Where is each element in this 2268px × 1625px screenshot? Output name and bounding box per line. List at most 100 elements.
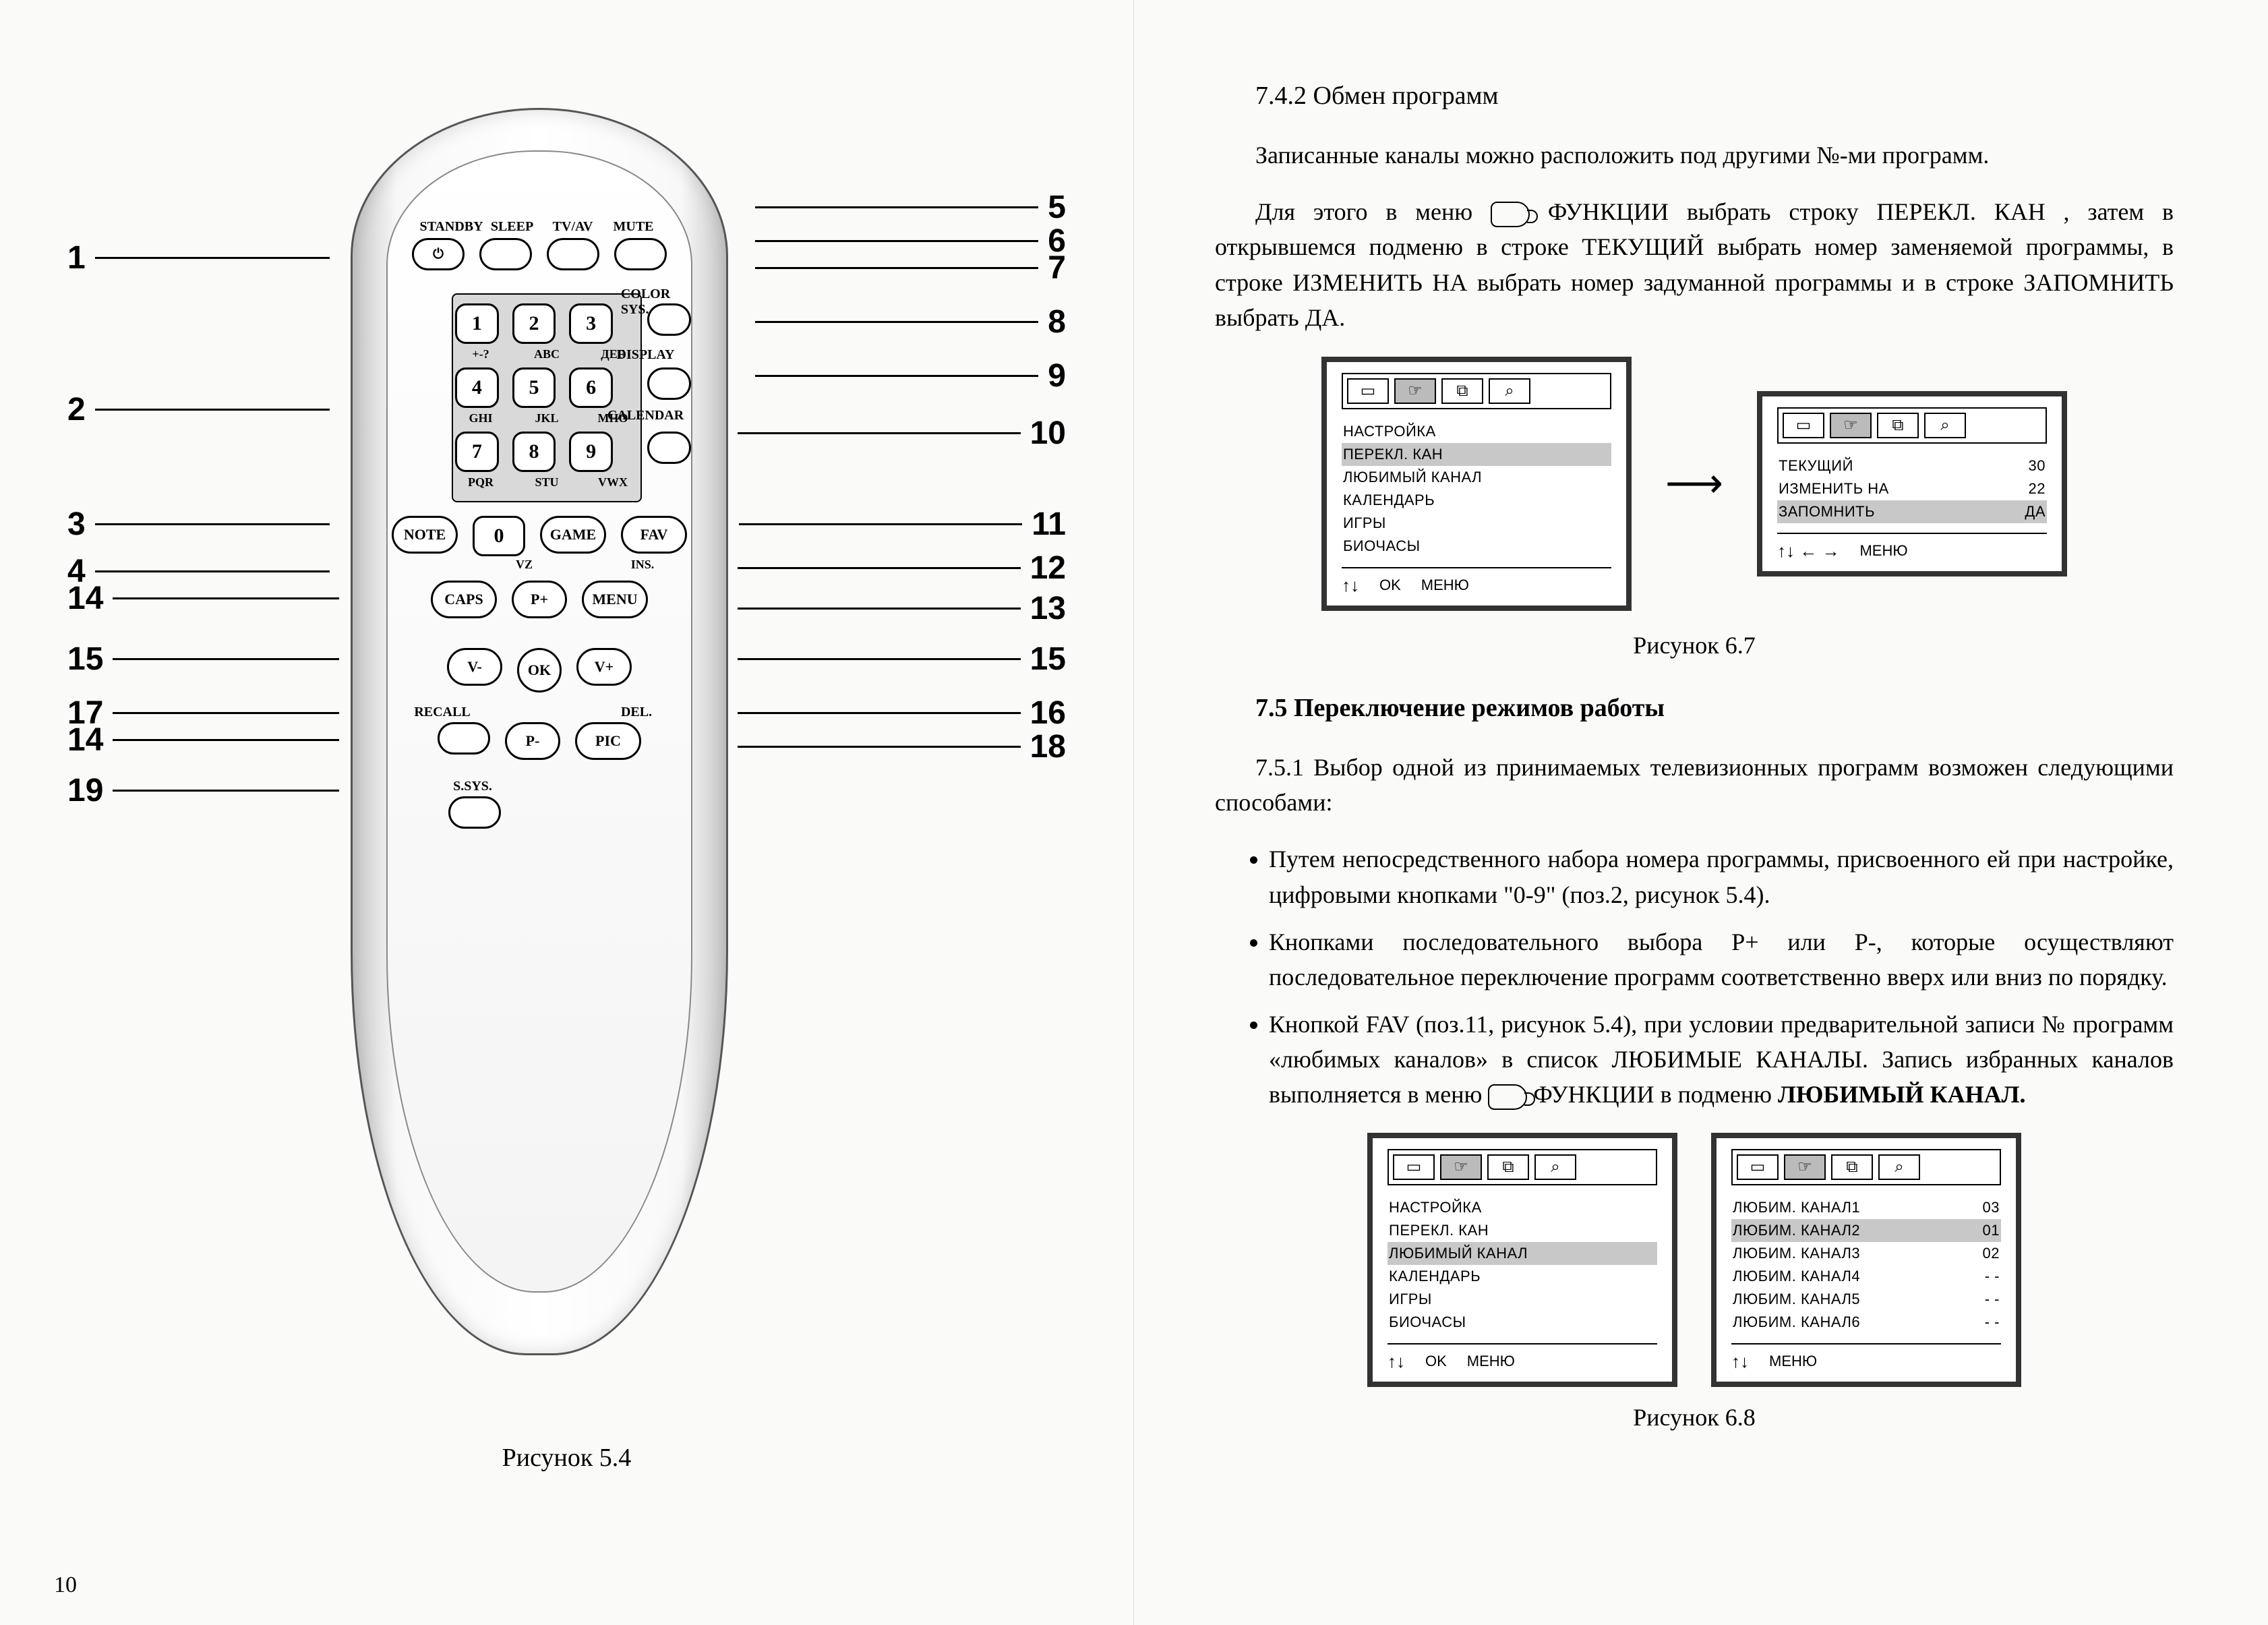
hand-icon [1488, 1084, 1527, 1110]
arrows-icon: ↑↓ [1342, 575, 1359, 596]
osd-foot-menu: МЕНЮ [1859, 542, 1907, 560]
osd-tab-tv-icon: ▭ [1737, 1154, 1779, 1180]
remote-inner: STANDBY SLEEP TV/AV MUTE ⏻ COLOR SYS. DI… [386, 150, 692, 1293]
osd-item: ИГРЫ [1342, 512, 1611, 535]
osd-tab-pip-icon: ⧉ [1487, 1154, 1529, 1180]
page-left: STANDBY SLEEP TV/AV MUTE ⏻ COLOR SYS. DI… [0, 0, 1134, 1625]
osd-tab-pip-icon: ⧉ [1831, 1154, 1873, 1180]
callout-15: 15 [738, 641, 1066, 678]
osd-tab-hand-icon: ☞ [1440, 1154, 1482, 1180]
osd-item: ЛЮБИМЫЙ КАНАЛ [1342, 466, 1611, 489]
bullet-list-751: Путем непосредственного набора номера пр… [1215, 841, 2174, 1112]
btn-0[interactable]: 0 [473, 516, 525, 556]
osd-tab-pip-icon: ⧉ [1877, 413, 1919, 438]
osd-item: ЛЮБИМ. КАНАЛ5- - [1731, 1288, 2001, 1311]
bullet-2: Кнопками последовательного выбора P+ или… [1269, 924, 2174, 995]
btn-ok[interactable]: OK [517, 648, 562, 692]
osd-item: ТЕКУЩИЙ30 [1777, 454, 2047, 477]
btn-mute[interactable] [614, 238, 667, 270]
bullet-3c: ЛЮБИМЫЙ КАНАЛ. [1778, 1081, 2025, 1108]
osd-item: ЗАПОМНИТЬДА [1777, 500, 2047, 523]
btn-tvav[interactable] [547, 238, 599, 270]
btn-menu[interactable]: MENU [582, 581, 648, 618]
osd-item: ЛЮБИМ. КАНАЛ4- - [1731, 1265, 2001, 1288]
osd-68-left: ▭ ☞ ⧉ ⌕ НАСТРОЙКАПЕРЕКЛ. КАНЛЮБИМЫЙ КАНА… [1367, 1133, 1677, 1387]
sub-4: GHI [469, 411, 492, 425]
btn-standby[interactable]: ⏻ [412, 238, 465, 270]
osd-foot-menu: МЕНЮ [1421, 577, 1469, 594]
osd-item: ИЗМЕНИТЬ НА22 [1777, 477, 2047, 500]
btn-sleep[interactable] [479, 238, 532, 270]
btn-4[interactable]: 4 [455, 367, 499, 408]
btn-game[interactable]: GAME [540, 516, 606, 554]
btn-caps[interactable]: CAPS [431, 581, 497, 618]
osd-tab-pip-icon: ⧉ [1441, 378, 1483, 404]
arrows-icon: ↑↓ ← → [1777, 541, 1839, 562]
osd-item: ПЕРЕКЛ. КАН [1342, 443, 1611, 466]
label-standby: STANDBY [419, 219, 483, 235]
osd-item: ЛЮБИМ. КАНАЛ6- - [1731, 1311, 2001, 1334]
label-display: DISPLAY [617, 347, 675, 363]
osd-foot-menu: МЕНЮ [1769, 1353, 1817, 1370]
btn-recall[interactable] [438, 722, 490, 755]
btn-pminus[interactable]: P- [505, 722, 560, 760]
osd-67-right: ▭ ☞ ⧉ ⌕ ТЕКУЩИЙ30ИЗМЕНИТЬ НА22ЗАПОМНИТЬД… [1757, 391, 2067, 577]
btn-1[interactable]: 1 [455, 303, 499, 344]
callout-15: 15 [67, 641, 339, 678]
bullet-3: Кнопкой FAV (поз.11, рисунок 5.4), при у… [1269, 1007, 2174, 1113]
heading-742: 7.4.2 Обмен программ [1215, 81, 2174, 111]
btn-fav[interactable]: FAV [621, 516, 687, 554]
osd-tab-search-icon: ⌕ [1924, 413, 1966, 438]
callout-13: 13 [738, 590, 1066, 627]
bullet-1: Путем непосредственного набора номера пр… [1269, 841, 2174, 912]
page-number-left: 10 [54, 1572, 77, 1598]
btn-ssys[interactable] [448, 796, 501, 829]
label-tvav: TV/AV [553, 219, 593, 235]
callout-1: 1 [67, 239, 330, 276]
btn-note[interactable]: NOTE [392, 516, 458, 554]
para-751: 7.5.1 Выбор одной из принимаемых телевиз… [1215, 750, 2174, 820]
osd-item: НАСТРОЙКА [1342, 420, 1611, 443]
btn-8[interactable]: 8 [512, 432, 556, 472]
osd-tab-tv-icon: ▭ [1347, 378, 1389, 404]
osd-item: ЛЮБИМ. КАНАЛ302 [1731, 1242, 2001, 1265]
arrows-icon: ↑↓ [1731, 1351, 1749, 1372]
btn-pic[interactable]: PIC [575, 722, 641, 760]
btn-6[interactable]: 6 [569, 367, 613, 408]
label-recall: RECALL [414, 705, 470, 720]
figure-6-8-caption: Рисунок 6.8 [1215, 1403, 2174, 1431]
power-icon: ⏻ [433, 247, 444, 262]
osd-tab-tv-icon: ▭ [1393, 1154, 1435, 1180]
osd-tab-search-icon: ⌕ [1878, 1154, 1920, 1180]
sub-3: ДЕF [601, 347, 624, 361]
arrows-icon: ↑↓ [1387, 1351, 1405, 1372]
btn-display[interactable] [647, 367, 691, 400]
callout-14: 14 [67, 580, 339, 617]
remote-body: STANDBY SLEEP TV/AV MUTE ⏻ COLOR SYS. DI… [351, 108, 728, 1355]
callout-9: 9 [755, 357, 1066, 394]
sub-0: VZ [516, 558, 533, 572]
hand-icon [1491, 202, 1530, 227]
btn-9[interactable]: 9 [569, 432, 613, 472]
osd-foot-menu: МЕНЮ [1467, 1353, 1515, 1370]
btn-5[interactable]: 5 [512, 367, 556, 408]
callout-3: 3 [67, 506, 330, 543]
btn-calendar[interactable] [647, 432, 691, 464]
sub-7: PQR [468, 475, 494, 490]
osd-item: ЛЮБИМ. КАНАЛ201 [1731, 1219, 2001, 1242]
btn-vplus[interactable]: V+ [576, 648, 632, 686]
btn-3[interactable]: 3 [569, 303, 613, 344]
callout-11: 11 [739, 506, 1066, 543]
para-742-1: Записанные каналы можно расположить под … [1215, 138, 2174, 173]
btn-colorsys[interactable] [647, 303, 691, 336]
figure-6-7-caption: Рисунок 6.7 [1215, 631, 2174, 659]
arrow-right-icon: ⟶ [1665, 460, 1723, 507]
callout-7: 7 [755, 249, 1066, 287]
btn-2[interactable]: 2 [512, 303, 556, 344]
remote-diagram: STANDBY SLEEP TV/AV MUTE ⏻ COLOR SYS. DI… [67, 108, 1066, 1423]
osd-tab-tv-icon: ▭ [1783, 413, 1824, 438]
btn-pplus[interactable]: P+ [512, 581, 567, 618]
callout-16: 16 [738, 695, 1066, 732]
btn-7[interactable]: 7 [455, 432, 499, 472]
btn-vminus[interactable]: V- [447, 648, 502, 686]
